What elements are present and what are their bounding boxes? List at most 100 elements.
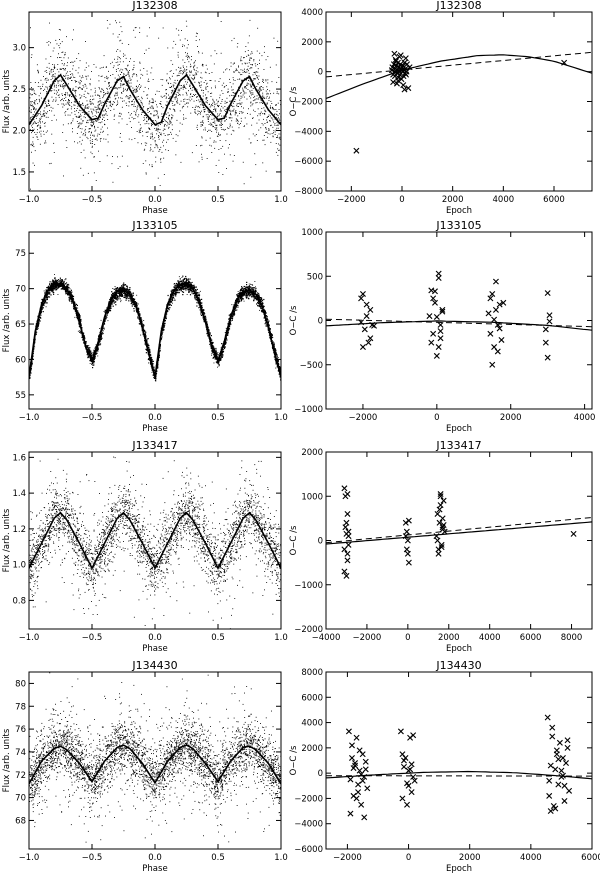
o-c-point: [403, 68, 410, 75]
data-point: [146, 122, 148, 124]
data-point: [248, 62, 250, 64]
data-point: [172, 96, 174, 98]
data-point: [149, 164, 150, 166]
data-point: [240, 95, 242, 97]
data-point: [94, 139, 96, 140]
data-point: [178, 72, 180, 74]
data-point: [214, 101, 215, 103]
data-point: [197, 33, 198, 35]
data-point: [262, 311, 264, 313]
data-point: [112, 104, 113, 106]
data-point: [122, 83, 124, 85]
data-point: [208, 111, 210, 113]
data-point: [115, 289, 116, 291]
data-point: [253, 60, 255, 62]
data-point: [46, 77, 48, 79]
data-point: [179, 70, 181, 72]
data-point: [131, 104, 133, 105]
data-point: [160, 103, 162, 105]
data-point: [59, 281, 60, 283]
data-point: [188, 57, 190, 59]
data-point: [260, 307, 262, 310]
data-point: [194, 111, 196, 113]
data-point: [177, 287, 179, 289]
data-point: [93, 122, 95, 124]
data-point: [117, 287, 119, 289]
data-point: [108, 99, 109, 100]
data-point: [232, 102, 234, 104]
data-point: [191, 70, 192, 72]
data-point: [86, 354, 88, 356]
data-point: [89, 100, 91, 102]
data-point: [62, 85, 64, 87]
data-point: [266, 95, 268, 97]
data-point: [102, 90, 104, 91]
data-point: [42, 83, 44, 85]
data-point: [174, 93, 176, 95]
data-point: [197, 110, 199, 112]
x-axis-label: Phase: [142, 206, 167, 216]
data-point: [54, 77, 56, 79]
data-point: [267, 116, 269, 117]
data-point: [57, 80, 58, 82]
data-point: [263, 135, 265, 136]
data-point: [120, 74, 121, 75]
data-point: [171, 117, 173, 119]
data-point: [139, 124, 141, 126]
data-point: [262, 124, 264, 126]
data-point: [220, 347, 222, 349]
data-point: [120, 287, 122, 289]
data-point: [221, 123, 222, 125]
data-point: [71, 302, 73, 304]
data-point: [146, 94, 148, 96]
data-point: [79, 87, 81, 89]
data-point: [138, 214, 139, 215]
data-point: [133, 88, 135, 90]
data-point: [89, 99, 91, 100]
data-point: [248, 78, 250, 80]
data-point: [68, 299, 70, 301]
data-point: [109, 97, 111, 99]
data-point: [118, 122, 120, 124]
data-point: [99, 116, 101, 118]
data-point: [176, 95, 177, 97]
data-point: [88, 106, 90, 108]
data-point: [103, 311, 105, 312]
data-point: [35, 122, 37, 124]
data-point: [97, 355, 99, 357]
data-point: [170, 108, 171, 110]
data-point: [246, 123, 248, 125]
data-point: [83, 149, 85, 151]
data-point: [75, 307, 78, 309]
data-point: [69, 105, 71, 106]
data-point: [45, 78, 46, 79]
data-point: [222, 124, 223, 125]
data-point: [163, 119, 165, 121]
data-point: [252, 103, 254, 105]
data-point: [140, 85, 142, 87]
data-point: [43, 76, 44, 77]
data-point: [30, 82, 32, 83]
data-point: [45, 131, 47, 133]
data-point: [48, 105, 50, 106]
data-point: [234, 62, 235, 64]
data-point: [235, 308, 237, 310]
data-point: [204, 127, 206, 129]
data-point: [252, 88, 254, 89]
data-point: [194, 74, 196, 76]
data-point: [92, 364, 94, 366]
data-point: [40, 79, 42, 81]
data-point: [65, 77, 66, 79]
data-point: [200, 84, 202, 86]
data-point: [124, 288, 126, 290]
data-point: [235, 110, 237, 112]
data-point: [63, 100, 64, 102]
data-point: [182, 291, 185, 293]
data-point: [151, 132, 153, 134]
data-point: [118, 97, 119, 99]
data-point: [236, 294, 238, 296]
data-point: [256, 50, 258, 52]
data-point: [74, 108, 75, 109]
data-point: [147, 80, 149, 82]
data-point: [125, 57, 127, 59]
